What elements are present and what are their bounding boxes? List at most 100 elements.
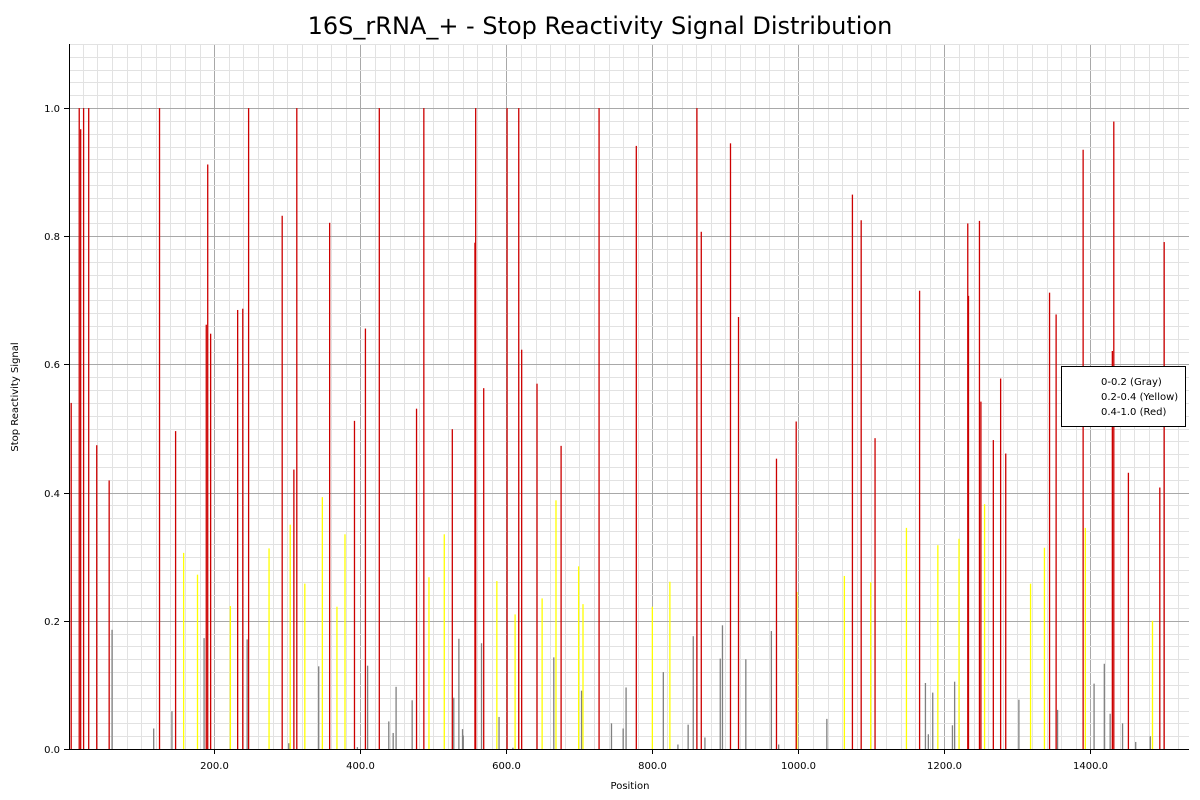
bar: [80, 129, 82, 750]
bar: [796, 591, 798, 749]
bar: [388, 721, 390, 749]
bar: [356, 747, 359, 749]
bar: [1113, 121, 1115, 750]
bar: [635, 145, 637, 749]
bar: [462, 735, 464, 749]
bar: [1163, 242, 1165, 750]
bar: [329, 222, 331, 749]
bar: [704, 737, 706, 749]
bar: [392, 732, 394, 749]
bar: [669, 581, 671, 749]
bar: [553, 657, 555, 749]
bar: [1111, 351, 1113, 749]
bar: [1121, 723, 1124, 749]
bar: [82, 108, 85, 750]
bar: [483, 388, 485, 749]
legend-label: 0.2-0.4 (Yellow): [1101, 392, 1178, 403]
bar: [580, 690, 583, 749]
bar: [541, 598, 543, 749]
bar: [874, 438, 876, 749]
bar: [496, 581, 498, 749]
bar: [651, 606, 654, 749]
y-axis-label: Stop Reactivity Signal: [10, 342, 21, 451]
bar: [555, 500, 557, 749]
bar: [344, 534, 346, 749]
bar: [967, 223, 969, 749]
bar: [924, 682, 927, 749]
bar: [281, 215, 283, 749]
bar: [958, 538, 960, 749]
bar: [196, 574, 199, 749]
bar: [1149, 736, 1151, 749]
bar: [927, 734, 929, 749]
bar: [353, 420, 356, 749]
bar: [1135, 741, 1137, 749]
x-tick-label: 1000.0: [781, 761, 816, 772]
bar: [364, 328, 367, 749]
bar: [1043, 547, 1046, 749]
bar: [171, 711, 173, 749]
bar: [1018, 699, 1020, 749]
y-tick-label: 0.4: [44, 489, 60, 500]
bar: [770, 631, 773, 749]
bar: [721, 625, 724, 749]
bar: [967, 295, 970, 749]
bar: [415, 408, 418, 749]
bar: [1055, 314, 1057, 749]
legend-label: 0-0.2 (Gray): [1101, 377, 1162, 388]
bar: [999, 378, 1002, 749]
bar: [474, 242, 476, 749]
y-tick-label: 0.8: [44, 232, 60, 243]
bar: [851, 194, 854, 750]
bar: [737, 317, 740, 749]
bar: [1109, 713, 1111, 749]
bar: [582, 604, 584, 749]
bar: [577, 566, 580, 749]
bar: [336, 606, 338, 749]
x-tick-label: 400.0: [346, 761, 375, 772]
bar: [729, 143, 732, 750]
bar: [1159, 487, 1161, 749]
bar: [795, 421, 797, 749]
bar: [318, 666, 320, 749]
bar: [293, 469, 295, 749]
x-tick-label: 800.0: [638, 761, 667, 772]
bar: [475, 108, 477, 750]
bar: [428, 577, 430, 749]
bar: [321, 497, 323, 749]
bar: [687, 724, 689, 749]
bar: [209, 333, 212, 749]
bar: [88, 108, 90, 750]
bar: [395, 686, 397, 749]
legend-swatch: [1072, 393, 1092, 401]
bar: [1103, 663, 1105, 749]
bar: [700, 231, 702, 750]
bar: [662, 672, 664, 749]
bar: [677, 744, 679, 749]
bar: [174, 431, 177, 749]
bar: [153, 728, 155, 749]
bar: [70, 402, 72, 749]
bar: [625, 687, 627, 749]
y-tick-label: 0.6: [44, 360, 60, 371]
bar: [1084, 527, 1086, 749]
bar: [411, 700, 413, 749]
bar: [745, 659, 747, 749]
bar: [1056, 709, 1059, 749]
bar: [237, 309, 239, 749]
bar: [1151, 620, 1154, 749]
bar: [1093, 683, 1095, 749]
x-tick-label: 1200.0: [927, 761, 962, 772]
bar: [246, 639, 248, 749]
bar: [205, 324, 207, 749]
bar: [696, 108, 698, 750]
bar: [692, 636, 694, 749]
bar: [207, 164, 209, 750]
bar: [905, 527, 908, 749]
bars: [70, 108, 1165, 750]
bar: [719, 658, 721, 749]
bar: [451, 429, 453, 749]
bar: [598, 108, 600, 750]
